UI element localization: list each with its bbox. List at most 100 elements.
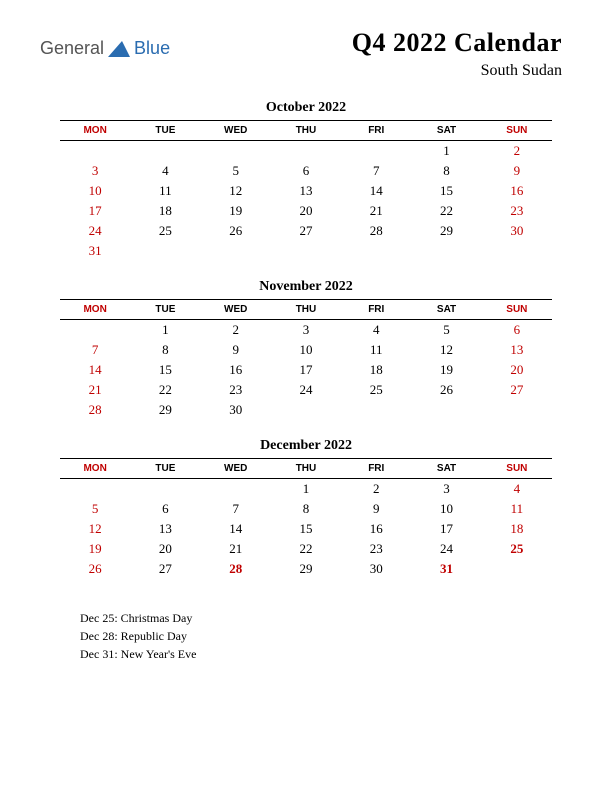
calendar-cell: 27 [271,221,341,241]
calendar-cell: 28 [60,400,130,420]
calendar-cell: 9 [341,499,411,519]
calendar-cell [201,479,271,500]
calendar-cell [482,400,552,420]
calendar-cell [482,559,552,579]
calendar-cell: 4 [341,320,411,341]
calendar-cell: 8 [411,161,481,181]
day-header: THU [271,300,341,320]
calendar-cell: 13 [130,519,200,539]
calendar-cell: 11 [130,181,200,201]
calendar-cell: 4 [130,161,200,181]
calendar-cell: 24 [411,539,481,559]
calendar-cell: 18 [341,360,411,380]
calendar-cell: 28 [341,221,411,241]
calendar-cell: 3 [60,161,130,181]
calendar-table: MONTUEWEDTHUFRISATSUN1234567891011121314… [60,458,552,579]
day-header: MON [60,121,130,141]
calendar-cell: 13 [482,340,552,360]
calendar-cell: 10 [60,181,130,201]
calendar-cell: 25 [130,221,200,241]
calendar-cell: 14 [60,360,130,380]
calendar-cell: 2 [482,141,552,162]
day-header: SUN [482,121,552,141]
calendar-cell: 27 [482,380,552,400]
calendar-cell: 11 [341,340,411,360]
holiday-list: Dec 25: Christmas DayDec 28: Republic Da… [0,597,612,663]
calendar-cell: 20 [482,360,552,380]
calendar-cell: 15 [130,360,200,380]
calendar-cell: 19 [201,201,271,221]
calendar-row: 567891011 [60,499,552,519]
calendar-cell [341,400,411,420]
calendar-cell: 6 [130,499,200,519]
day-header: SAT [411,459,481,479]
calendar-cell: 5 [411,320,481,341]
calendar-cell [271,400,341,420]
calendar-cell: 2 [201,320,271,341]
calendar-cell: 17 [60,201,130,221]
calendar-cell: 14 [201,519,271,539]
calendar-cell: 24 [271,380,341,400]
calendar-row: 12 [60,141,552,162]
calendar-cell [482,241,552,261]
calendar-cell: 12 [411,340,481,360]
title-block: Q4 2022 Calendar South Sudan [352,28,562,80]
calendar-cell: 20 [130,539,200,559]
day-header: SUN [482,300,552,320]
calendar-cell [341,141,411,162]
calendar-cell: 19 [411,360,481,380]
calendar-cell: 22 [130,380,200,400]
month-title: October 2022 [60,100,552,116]
calendar-row: 12131415161718 [60,519,552,539]
day-header: FRI [341,121,411,141]
calendar-row: 282930 [60,400,552,420]
calendar-cell: 25 [341,380,411,400]
day-header: SAT [411,300,481,320]
calendar-cell: 8 [130,340,200,360]
calendar-cell [60,141,130,162]
calendar-cell: 23 [201,380,271,400]
calendar-cell: 26 [201,221,271,241]
calendar-cell [271,141,341,162]
calendar-cell: 21 [341,201,411,221]
calendar-cell: 9 [201,340,271,360]
holiday-item: Dec 31: New Year's Eve [80,645,612,663]
calendar-cell: 3 [411,479,481,500]
holiday-item: Dec 25: Christmas Day [80,609,612,627]
day-header: WED [201,459,271,479]
calendar-cell: 1 [130,320,200,341]
calendar-cell: 24 [60,221,130,241]
calendar-cell: 18 [482,519,552,539]
calendar-cell: 1 [411,141,481,162]
calendar-cell: 9 [482,161,552,181]
calendar-cell: 22 [271,539,341,559]
page-title: Q4 2022 Calendar [352,28,562,58]
calendar-cell [130,141,200,162]
logo-word-1: General [40,38,104,59]
logo: General Blue [40,28,170,59]
calendar-cell [341,241,411,261]
calendar-cell: 21 [201,539,271,559]
calendar-cell [411,400,481,420]
day-header: TUE [130,121,200,141]
calendar-cell: 17 [271,360,341,380]
calendar-cell: 16 [341,519,411,539]
calendar-row: 262728293031 [60,559,552,579]
calendar-cell: 5 [60,499,130,519]
day-header: WED [201,300,271,320]
day-header: SUN [482,459,552,479]
calendar-cell: 7 [60,340,130,360]
calendar-cell [130,479,200,500]
calendar-row: 19202122232425 [60,539,552,559]
calendar-cell: 7 [201,499,271,519]
calendar-cell: 10 [271,340,341,360]
calendar-cell: 29 [271,559,341,579]
page-subtitle: South Sudan [352,62,562,80]
day-header: TUE [130,300,200,320]
calendar-cell: 14 [341,181,411,201]
month-block: October 2022MONTUEWEDTHUFRISATSUN1234567… [60,100,552,261]
calendar-row: 24252627282930 [60,221,552,241]
calendar-cell: 19 [60,539,130,559]
calendar-cell: 16 [482,181,552,201]
calendar-table: MONTUEWEDTHUFRISATSUN1234567891011121314… [60,299,552,420]
